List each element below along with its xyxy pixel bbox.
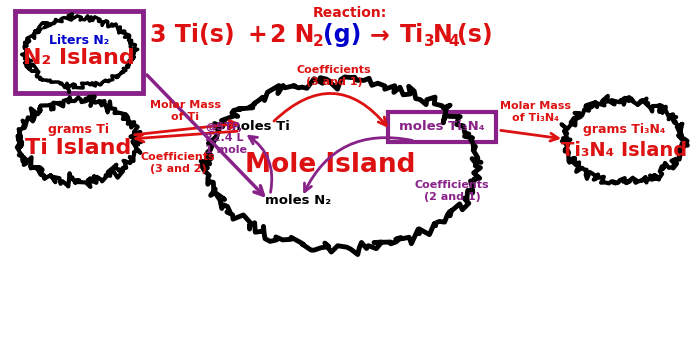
Text: grams Ti: grams Ti xyxy=(48,123,108,136)
Text: N: N xyxy=(433,23,453,47)
Text: @STP,
22.4 L =
1 mole: @STP, 22.4 L = 1 mole xyxy=(205,121,257,155)
Text: Ti: Ti xyxy=(400,23,424,47)
Text: Ti Island: Ti Island xyxy=(25,138,131,158)
Text: Ti₃N₄ Island: Ti₃N₄ Island xyxy=(561,140,687,159)
FancyBboxPatch shape xyxy=(388,112,496,142)
Text: 2: 2 xyxy=(313,33,323,49)
Text: (g): (g) xyxy=(323,23,361,47)
Text: Mole Island: Mole Island xyxy=(245,152,415,178)
Text: +: + xyxy=(248,23,267,47)
Text: (s): (s) xyxy=(457,23,493,47)
Text: Molar Mass
of Ti₃N₄: Molar Mass of Ti₃N₄ xyxy=(500,101,570,123)
Text: grams Ti₃N₄: grams Ti₃N₄ xyxy=(583,123,665,136)
Text: 4: 4 xyxy=(448,33,458,49)
FancyBboxPatch shape xyxy=(15,11,143,93)
Text: moles Ti: moles Ti xyxy=(227,121,289,134)
Text: 3: 3 xyxy=(424,33,435,49)
Text: Coefficients
(3 and 2): Coefficients (3 and 2) xyxy=(141,152,216,174)
Text: Liters N₂: Liters N₂ xyxy=(49,34,109,48)
Text: 2 N: 2 N xyxy=(270,23,314,47)
Text: →: → xyxy=(370,23,390,47)
Text: 3 Ti(s): 3 Ti(s) xyxy=(150,23,234,47)
Text: moles Ti₃N₄: moles Ti₃N₄ xyxy=(399,119,485,132)
Text: Reaction:: Reaction: xyxy=(313,6,387,20)
Text: Coefficients
(2 and 1): Coefficients (2 and 1) xyxy=(414,180,489,202)
Text: moles N₂: moles N₂ xyxy=(265,193,331,207)
Text: N₂ Island: N₂ Island xyxy=(23,48,135,68)
Text: Molar Mass
of Ti: Molar Mass of Ti xyxy=(150,100,220,122)
Text: Coefficients
(3 and 1): Coefficients (3 and 1) xyxy=(297,65,371,87)
